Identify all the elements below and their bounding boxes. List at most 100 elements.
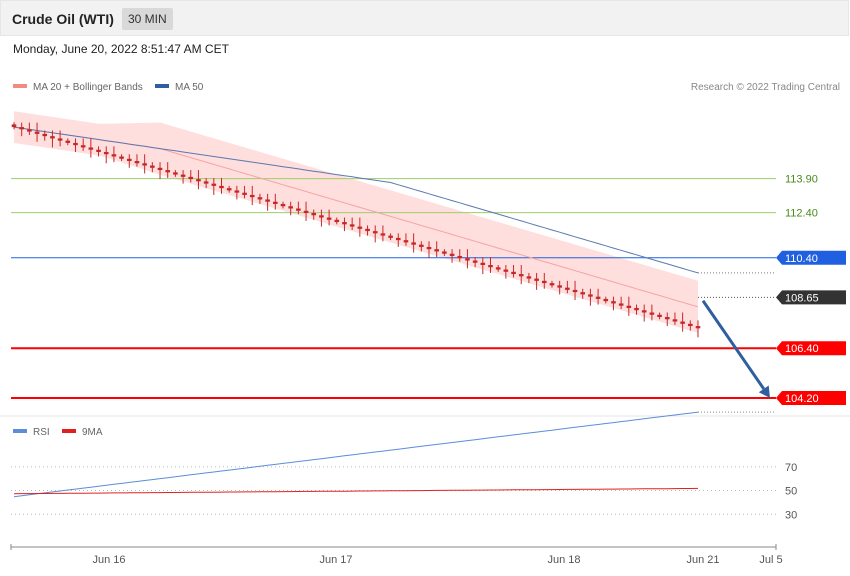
- ma50-legend-label: MA 50: [175, 82, 204, 93]
- candle-body: [96, 149, 101, 152]
- candle-body: [618, 303, 624, 306]
- candle-body: [242, 192, 247, 195]
- candle-body: [126, 158, 132, 162]
- candle-body: [695, 326, 701, 329]
- ma20-legend-label: MA 20 + Bollinger Bands: [33, 82, 143, 93]
- ma50-line: [13, 126, 699, 274]
- candle-body: [595, 296, 601, 299]
- candle-body: [526, 276, 532, 279]
- level-labels: 113.90 112.40 110.40 108.65 106.40 104.20: [776, 174, 846, 405]
- instrument-title: Crude Oil (WTI): [12, 11, 114, 27]
- candle-body: [103, 151, 109, 155]
- candle-body: [234, 190, 240, 193]
- candle-body: [280, 203, 286, 207]
- candle-body: [611, 301, 616, 304]
- ma9-legend-swatch: [62, 429, 76, 433]
- candle-body: [257, 197, 263, 200]
- candle-body: [272, 201, 278, 204]
- candle-body: [203, 181, 209, 184]
- candle-body: [664, 317, 670, 320]
- bollinger-band: [14, 111, 698, 333]
- level-label-108.65: 108.65: [785, 292, 819, 304]
- candle-body: [119, 156, 124, 159]
- rsi-legend-swatch: [13, 429, 27, 433]
- level-tag-106.40: [776, 341, 846, 356]
- candle-body: [11, 124, 17, 128]
- level-label-112.40: 112.40: [785, 208, 818, 220]
- x-axis: Jun 16 Jun 17 Jun 18 Jun 21 Jul 5: [10, 544, 783, 566]
- candle-body: [288, 206, 293, 209]
- candle-body: [249, 194, 255, 198]
- candle-body: [480, 262, 486, 266]
- candle-body: [111, 154, 117, 157]
- candle-body: [541, 280, 547, 284]
- candle-body: [326, 217, 332, 220]
- rsi-legend: RSI 9MA: [13, 427, 103, 438]
- candle-body: [434, 249, 440, 252]
- chart-header: Crude Oil (WTI) 30 MIN: [0, 0, 849, 36]
- candle-body: [342, 222, 347, 225]
- ma20-legend-swatch: [13, 84, 27, 88]
- timestamp: Monday, June 20, 2022 8:51:47 AM CET: [13, 42, 229, 56]
- level-label-113.90: 113.90: [785, 174, 818, 186]
- candle-body: [65, 140, 71, 143]
- level-label-106.40: 106.40: [785, 343, 819, 355]
- candle-body: [80, 145, 86, 148]
- candle-body: [226, 188, 232, 191]
- interval-badge[interactable]: 30 MIN: [122, 8, 173, 30]
- candle-body: [495, 267, 501, 270]
- price-levels: [11, 178, 776, 399]
- rsi-tick-30: 30: [785, 509, 797, 521]
- candle-body: [634, 307, 639, 311]
- candle-body: [311, 213, 317, 216]
- candle-body: [372, 231, 378, 234]
- rsi-tick-70: 70: [785, 462, 797, 474]
- candle-body: [465, 258, 470, 261]
- target-arrow-head: [758, 385, 770, 398]
- x-tick-label: Jun 21: [686, 554, 719, 566]
- target-arrow: [701, 299, 770, 398]
- candle-body: [380, 233, 386, 236]
- candle-body: [549, 283, 555, 286]
- x-tick-label: Jun 16: [92, 554, 125, 566]
- x-tick-label: Jul 5: [759, 554, 782, 566]
- research-credit: Research © 2022 Trading Central: [691, 82, 840, 93]
- candle-body: [42, 133, 48, 137]
- candle-body: [196, 179, 201, 182]
- candle-body: [411, 242, 416, 245]
- candle-body: [518, 274, 524, 277]
- candle-body: [649, 312, 655, 315]
- candle-body: [449, 253, 455, 256]
- candle-body: [426, 246, 432, 250]
- candle-body: [173, 172, 178, 175]
- rsi-tick-50: 50: [785, 486, 797, 498]
- candle-body: [19, 127, 24, 130]
- candle-body: [403, 240, 409, 243]
- candle-body: [457, 255, 463, 259]
- candle-body: [488, 265, 493, 268]
- candle-body: [134, 161, 140, 164]
- level-tag-108.65: [776, 290, 846, 305]
- candle-body: [165, 170, 171, 173]
- ma50-legend-swatch: [155, 84, 169, 88]
- rsi-legend-label: RSI: [33, 427, 50, 438]
- candle-body: [157, 167, 163, 171]
- candle-body: [303, 210, 309, 214]
- candle-body: [641, 310, 647, 313]
- candle-body: [442, 251, 447, 254]
- candle-body: [357, 226, 363, 229]
- level-tag-110.40: [776, 250, 846, 265]
- candle-body: [50, 136, 55, 139]
- candle-body: [180, 174, 186, 177]
- rsi-panel: 70 50 30: [11, 411, 797, 521]
- candle-body: [319, 215, 324, 218]
- rsi-ma9-line: [13, 487, 699, 495]
- candle-body: [534, 278, 539, 281]
- candle-body: [688, 323, 693, 327]
- candlesticks: [11, 122, 701, 338]
- level-label-110.40: 110.40: [785, 253, 818, 265]
- candle-body: [27, 129, 32, 132]
- candle-body: [603, 298, 609, 302]
